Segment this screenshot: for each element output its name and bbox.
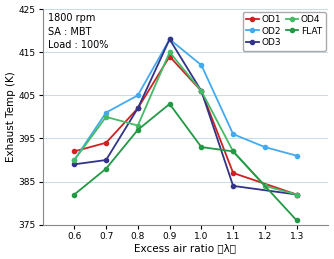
Line: OD4: OD4 [72, 50, 299, 197]
Y-axis label: Exhaust Temp (K): Exhaust Temp (K) [6, 71, 16, 162]
OD1 [104, 141, 108, 144]
OD1 [231, 171, 235, 175]
OD4 [72, 159, 76, 162]
OD2 [72, 159, 76, 162]
OD3 [136, 107, 140, 110]
FLAT [104, 167, 108, 170]
OD3 [104, 159, 108, 162]
Legend: OD1, OD2, OD3, OD4, FLAT: OD1, OD2, OD3, OD4, FLAT [242, 12, 326, 51]
OD4 [168, 51, 172, 54]
OD1 [199, 89, 203, 92]
FLAT [136, 128, 140, 131]
X-axis label: Excess air ratio （λ）: Excess air ratio （λ） [135, 243, 236, 254]
OD4 [104, 115, 108, 118]
OD4 [199, 89, 203, 92]
Line: FLAT: FLAT [72, 102, 299, 222]
FLAT [168, 102, 172, 105]
OD3 [72, 163, 76, 166]
OD4 [295, 193, 299, 196]
Line: OD1: OD1 [72, 54, 299, 197]
OD2 [263, 146, 267, 149]
OD3 [199, 89, 203, 92]
OD2 [199, 63, 203, 67]
OD1 [136, 107, 140, 110]
OD4 [263, 184, 267, 188]
OD2 [104, 111, 108, 114]
OD2 [295, 154, 299, 157]
OD3 [231, 184, 235, 188]
FLAT [231, 150, 235, 153]
OD4 [231, 150, 235, 153]
Line: OD2: OD2 [72, 37, 299, 162]
OD2 [231, 133, 235, 136]
OD2 [136, 94, 140, 97]
OD2 [168, 38, 172, 41]
OD1 [295, 193, 299, 196]
FLAT [199, 146, 203, 149]
OD3 [168, 38, 172, 41]
OD1 [72, 150, 76, 153]
OD3 [295, 193, 299, 196]
Line: OD3: OD3 [72, 37, 299, 197]
FLAT [72, 193, 76, 196]
FLAT [295, 219, 299, 222]
Text: 1800 rpm
SA : MBT
Load : 100%: 1800 rpm SA : MBT Load : 100% [48, 13, 109, 50]
OD4 [136, 124, 140, 127]
OD1 [168, 55, 172, 58]
